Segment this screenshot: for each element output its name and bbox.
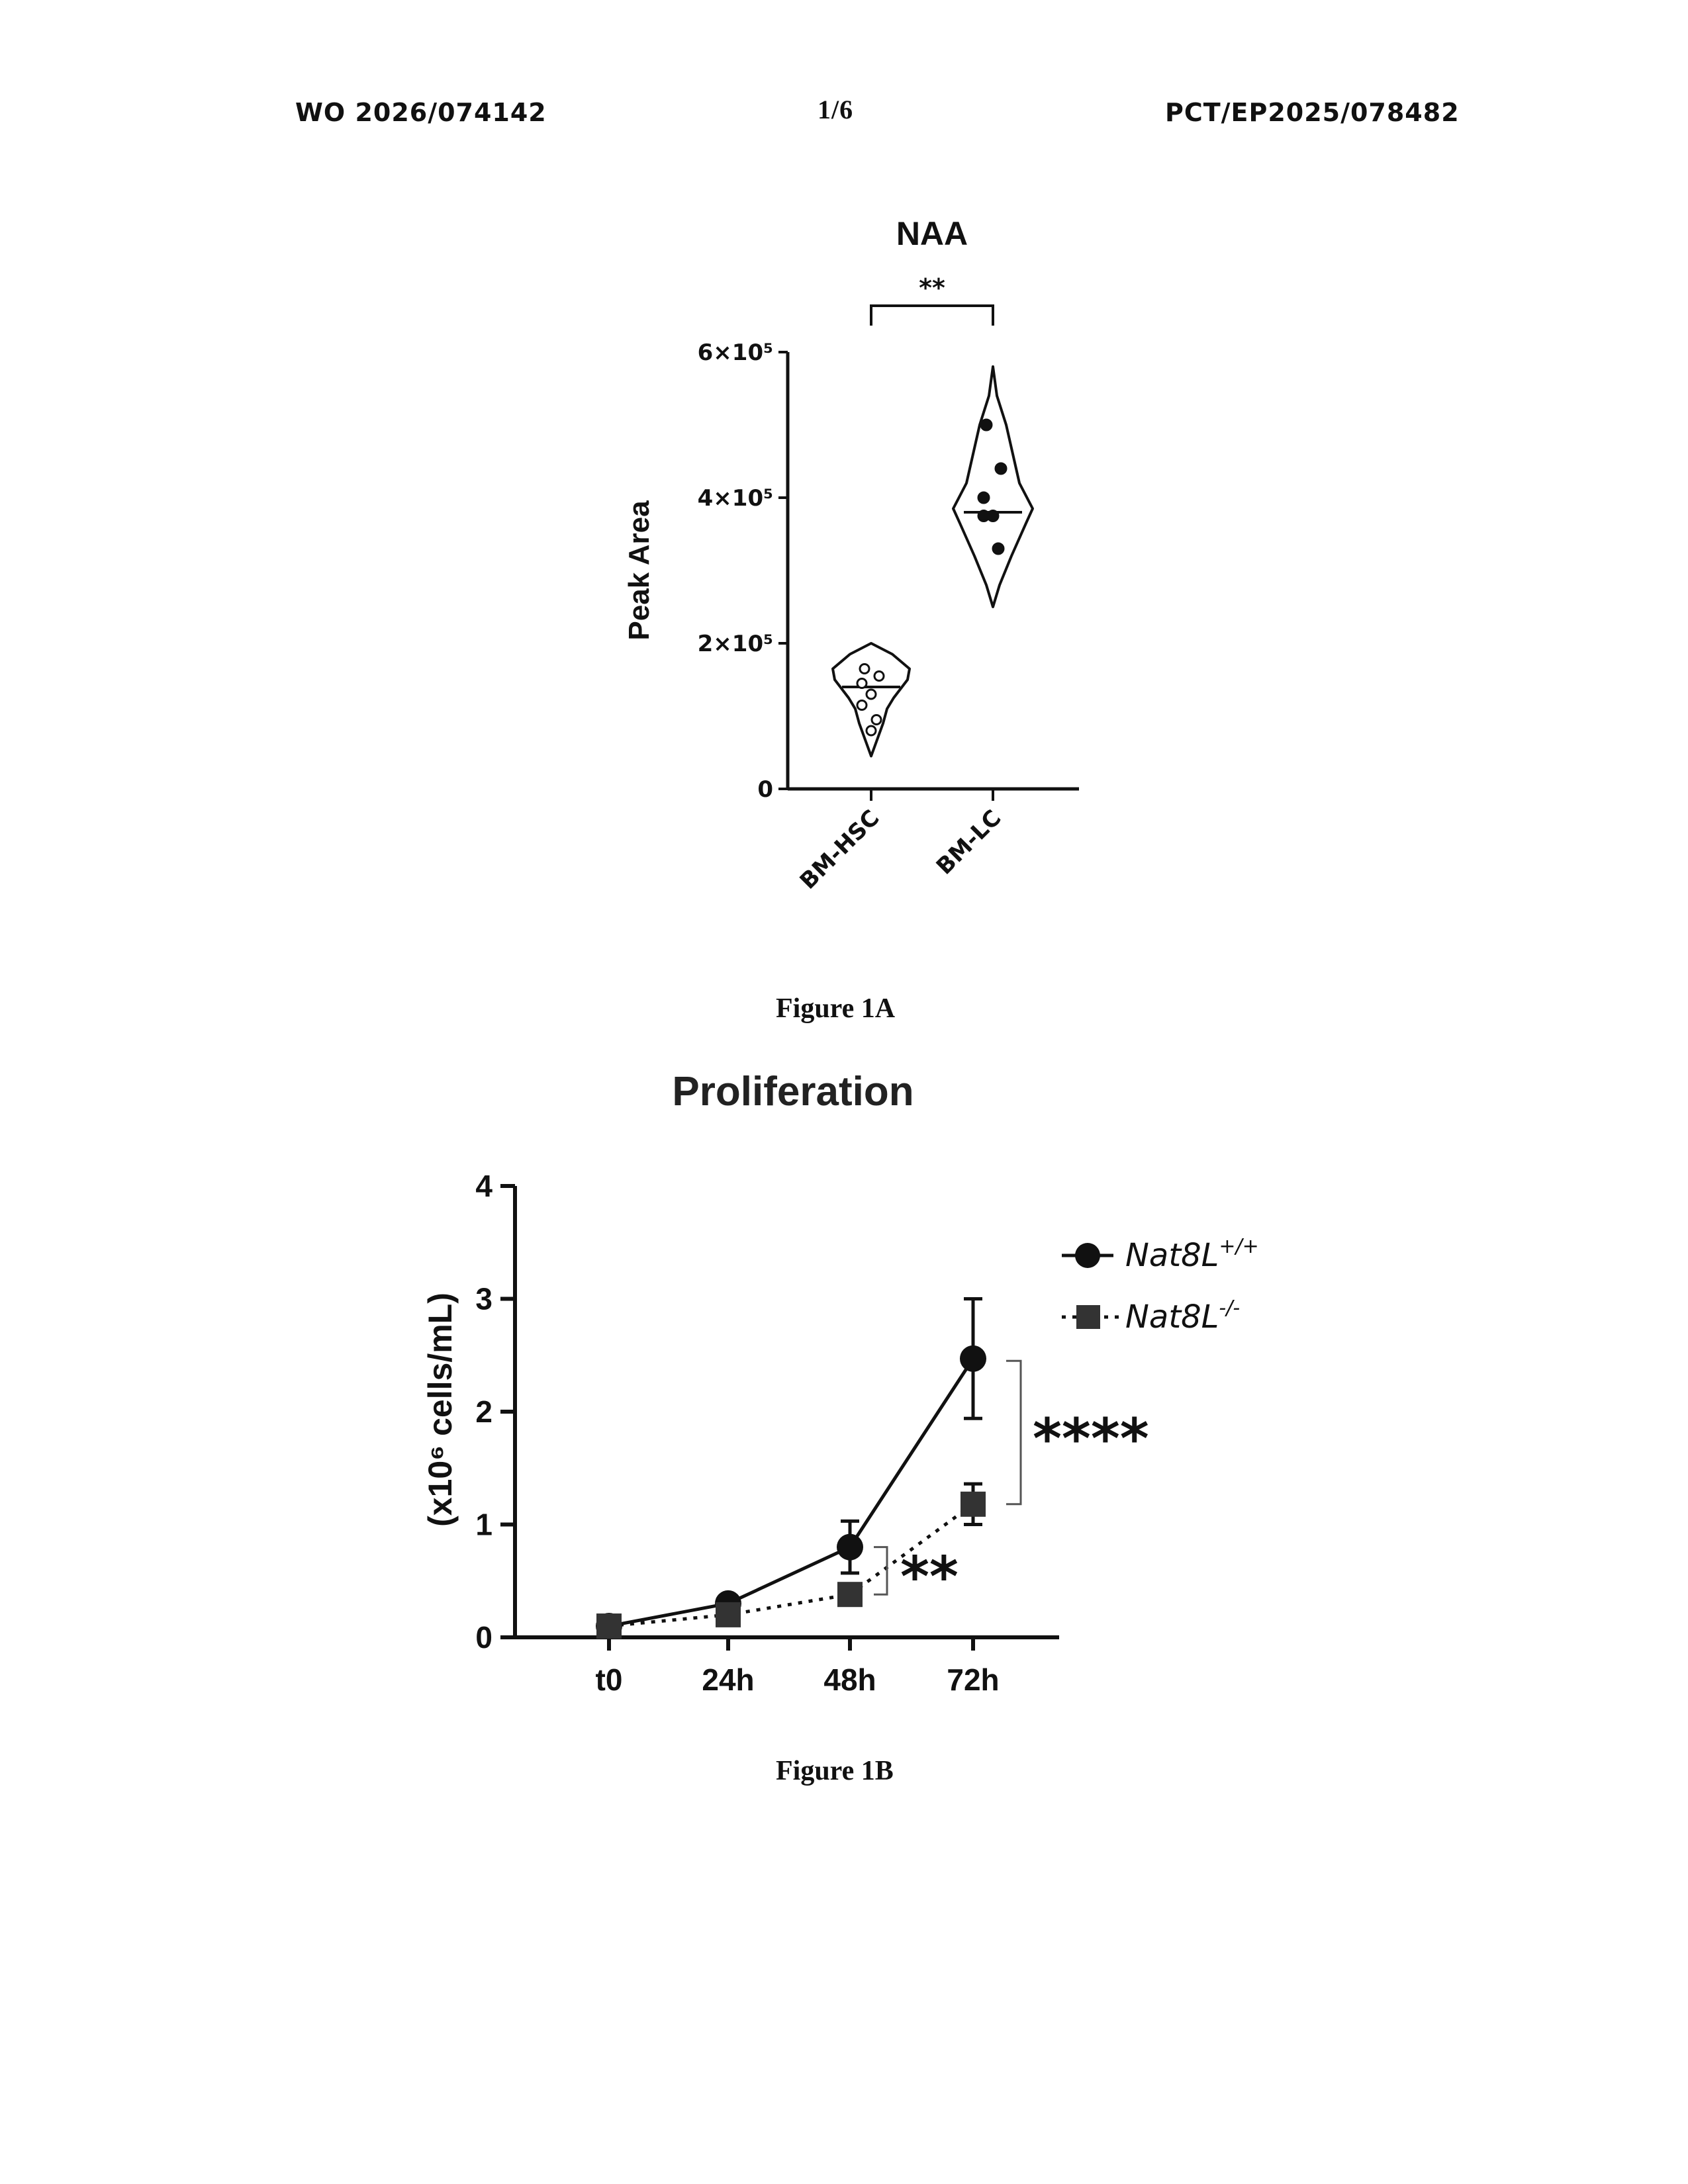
series-line-wt (608, 1357, 975, 1628)
data-point (977, 510, 990, 522)
y-axis-label: Peak Area (623, 500, 655, 641)
figure-1a-caption: Figure 1A (776, 993, 896, 1024)
legend-label-superscript: -/- (1219, 1297, 1240, 1320)
legend-marker-square (1076, 1305, 1100, 1329)
y-tick-label: 2×10⁵ (698, 631, 773, 657)
data-point (856, 700, 868, 711)
y-tick-label: 3 (475, 1282, 492, 1316)
figure-1b-line-chart: Proliferation (x10⁶ cells/mL) 0 1 2 3 4 t0 24h 48… (422, 1069, 1259, 1697)
publication-number: WO 2026/074142 (295, 98, 547, 127)
significance-label-48h: ** (900, 1544, 959, 1609)
data-point-square (596, 1613, 622, 1639)
data-point (865, 725, 877, 737)
data-point (856, 678, 868, 689)
y-axis-label: (x10⁶ cells/mL) (422, 1293, 459, 1527)
legend-marker-circle (1075, 1243, 1100, 1268)
data-point (994, 462, 1008, 475)
chart-title: NAA (896, 215, 968, 252)
data-point (870, 714, 882, 725)
x-tick-label: 24h (702, 1662, 754, 1697)
data-point (859, 663, 870, 674)
data-point-square (716, 1602, 741, 1627)
figure-1b-caption: Figure 1B (776, 1756, 894, 1786)
significance-bracket (870, 304, 994, 326)
significance-label: ** (919, 273, 945, 302)
data-point-circle (960, 1345, 986, 1372)
x-tick-label: 72h (947, 1662, 999, 1697)
series-line-ko (608, 1502, 974, 1628)
legend-label-wt: Nat8L+/+ (1125, 1235, 1259, 1274)
application-number: PCT/EP2025/078482 (1165, 98, 1460, 127)
significance-bracket-48h (874, 1546, 888, 1596)
data-point (992, 542, 1005, 555)
chart-title: Proliferation (672, 1069, 914, 1115)
y-tick-label: 4 (475, 1169, 492, 1203)
data-point-square (837, 1582, 863, 1608)
data-point (977, 491, 990, 504)
significance-label-72h: **** (1033, 1406, 1149, 1471)
data-point-square (961, 1491, 986, 1517)
data-point (865, 688, 877, 700)
y-tick-label: 0 (475, 1620, 492, 1655)
y-tick-label: 4×10⁵ (698, 485, 773, 512)
data-point (980, 418, 993, 432)
violin-bm-lc (952, 365, 1034, 608)
data-point (873, 670, 885, 682)
data-point-circle (837, 1533, 863, 1561)
x-tick-label: t0 (596, 1662, 623, 1697)
y-tick-label: 2 (475, 1394, 492, 1429)
page-number: 1/6 (818, 95, 854, 124)
y-tick-label: 1 (475, 1508, 492, 1542)
y-tick-label: 0 (757, 776, 773, 803)
legend-label-base: Nat8L (1125, 1298, 1219, 1336)
y-tick-label: 6×10⁵ (698, 340, 773, 366)
significance-bracket-72h (1006, 1359, 1022, 1506)
legend-label-base: Nat8L (1125, 1237, 1219, 1274)
x-tick-label: 48h (823, 1662, 876, 1697)
legend-label-ko: Nat8L-/- (1125, 1297, 1240, 1336)
legend-label-superscript: +/+ (1219, 1235, 1258, 1258)
